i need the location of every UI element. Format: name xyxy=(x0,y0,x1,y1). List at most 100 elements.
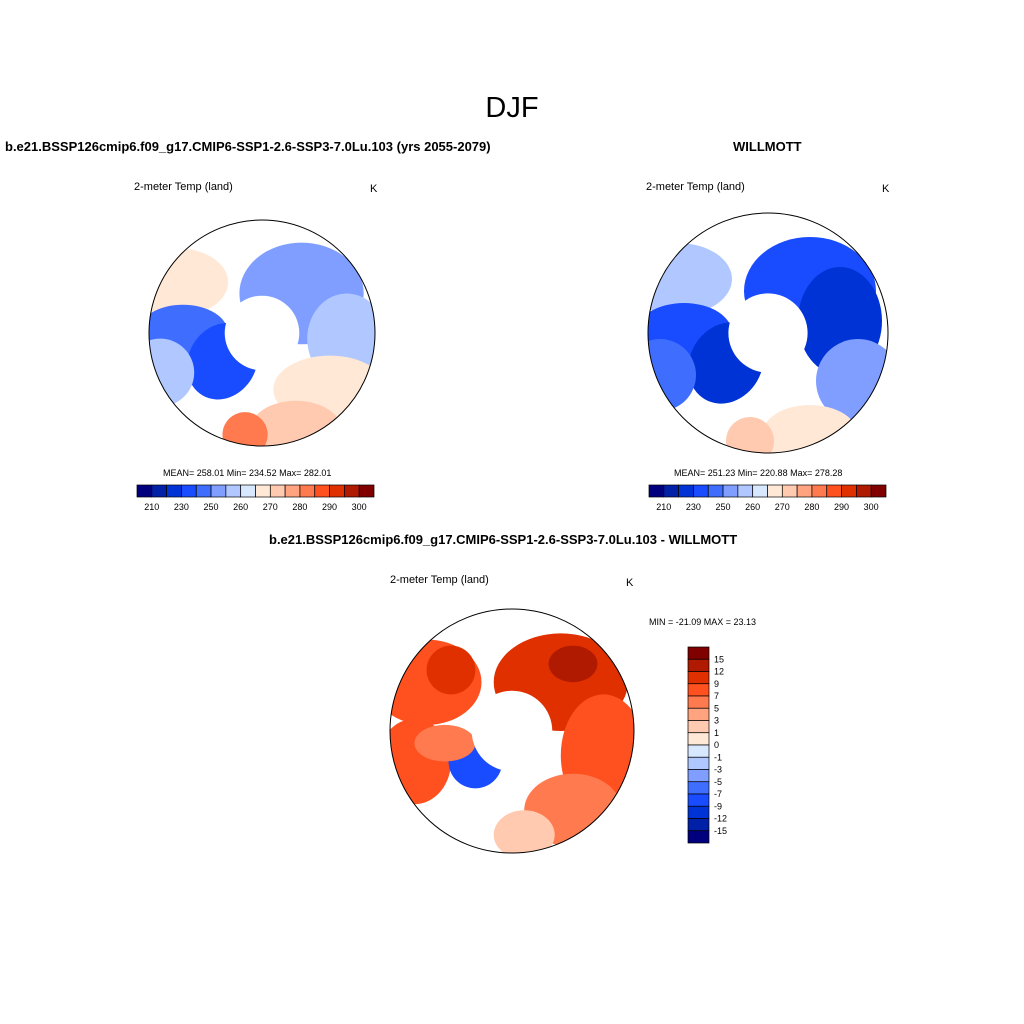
colorbar-box xyxy=(687,756,710,770)
colorbar-tick-label: -3 xyxy=(714,765,722,775)
colorbar-box xyxy=(225,484,242,498)
colorbar-box xyxy=(796,484,813,498)
land-region xyxy=(426,645,476,695)
colorbar-box xyxy=(687,720,710,734)
colorbar-box xyxy=(687,781,710,795)
colorbar-box xyxy=(811,484,828,498)
colorbar-tick-label: 210 xyxy=(656,502,671,512)
colorbar-box xyxy=(648,484,665,498)
panel3-colorbar: 15 12 9 7 5 3 1 0 -1 -3 -5 -7 -9 -12 -15 xyxy=(687,646,727,844)
panel2-map-boundary xyxy=(647,212,889,454)
colorbar-box xyxy=(314,484,330,498)
arctic-ocean xyxy=(728,293,808,373)
colorbar-tick-label: 300 xyxy=(864,502,879,512)
colorbar-tick-label: 0 xyxy=(714,740,719,750)
colorbar-box xyxy=(870,484,887,498)
panel1-stats: MEAN= 258.01 Min= 234.52 Max= 282.01 xyxy=(163,468,332,478)
colorbar-box xyxy=(707,484,724,498)
panel1-left-label: 2-meter Temp (land) xyxy=(134,181,233,193)
colorbar-tick-label: 7 xyxy=(714,691,719,701)
colorbar-tick-label: 5 xyxy=(714,703,719,713)
colorbar-box xyxy=(284,484,301,498)
panel2-colorbar: 210 230 250 260 270 280 290 300 xyxy=(648,484,887,512)
colorbar-box xyxy=(737,484,754,498)
colorbar-tick-label: 290 xyxy=(834,502,849,512)
colorbar-box xyxy=(687,683,710,697)
colorbar-box xyxy=(687,830,710,844)
colorbar-tick-label: 12 xyxy=(714,667,724,677)
panel1-title: b.e21.BSSP126cmip6.f09_g17.CMIP6-SSP1-2.… xyxy=(5,139,491,154)
land-region xyxy=(648,339,696,411)
colorbar-tick-label: -7 xyxy=(714,789,722,799)
colorbar-tick-label: 270 xyxy=(775,502,790,512)
colorbar-box xyxy=(693,484,709,498)
colorbar-tick-label: 270 xyxy=(263,502,278,512)
land-region xyxy=(726,417,774,453)
panel1-map xyxy=(148,219,376,447)
colorbar-tick-label: -1 xyxy=(714,752,722,762)
colorbar-box xyxy=(841,484,857,498)
colorbar-box xyxy=(767,484,783,498)
panel3-map-land xyxy=(390,633,634,853)
colorbar-box xyxy=(210,484,227,498)
land-region xyxy=(222,412,268,446)
colorbar-box xyxy=(826,484,842,498)
colorbar-box xyxy=(687,671,710,685)
land-region xyxy=(548,645,598,683)
colorbar-tick-label: 290 xyxy=(322,502,337,512)
colorbar-box xyxy=(181,484,197,498)
figure-title: DJF xyxy=(485,92,539,124)
colorbar-box xyxy=(240,484,256,498)
arctic-ocean xyxy=(471,690,553,772)
land-region xyxy=(414,724,476,762)
colorbar-box xyxy=(781,484,798,498)
panel2-title: WILLMOTT xyxy=(733,139,802,154)
colorbar-tick-label: 230 xyxy=(174,502,189,512)
colorbar-box xyxy=(358,484,375,498)
panel3-stats: MIN = -21.09 MAX = 23.13 xyxy=(649,617,757,627)
panel3-map-boundary xyxy=(389,608,635,854)
colorbar-tick-label: 260 xyxy=(233,502,248,512)
colorbar-tick-label: 9 xyxy=(714,679,719,689)
panel1-map-land xyxy=(149,242,375,446)
colorbar-box xyxy=(752,484,768,498)
colorbar-box xyxy=(687,646,710,660)
panel3-left-label: 2-meter Temp (land) xyxy=(390,574,489,586)
colorbar-tick-label: 15 xyxy=(714,654,724,664)
colorbar-tick-label: 250 xyxy=(716,502,731,512)
colorbar-box xyxy=(269,484,286,498)
panel3-title: b.e21.BSSP126cmip6.f09_g17.CMIP6-SSP1-2.… xyxy=(269,532,738,547)
colorbar-box xyxy=(687,805,710,819)
colorbar-tick-label: 250 xyxy=(204,502,219,512)
colorbar-box xyxy=(329,484,345,498)
colorbar-box xyxy=(687,707,710,721)
colorbar-tick-label: -15 xyxy=(714,826,727,836)
colorbar-box xyxy=(136,484,153,498)
colorbar-tick-label: 3 xyxy=(714,716,719,726)
panel2-map xyxy=(647,212,889,454)
colorbar-box xyxy=(722,484,739,498)
panel2-map-land xyxy=(648,237,888,453)
colorbar-box xyxy=(856,484,872,498)
panel2-units: K xyxy=(882,183,890,195)
colorbar-tick-label: 300 xyxy=(352,502,367,512)
panel2-stats: MEAN= 251.23 Min= 220.88 Max= 278.28 xyxy=(674,468,843,478)
colorbar-box xyxy=(663,484,679,498)
colorbar-box xyxy=(687,732,710,746)
panel1-units: K xyxy=(370,183,378,195)
colorbar-tick-label: 280 xyxy=(292,502,307,512)
colorbar-tick-label: 280 xyxy=(804,502,819,512)
colorbar-tick-label: -12 xyxy=(714,814,727,824)
colorbar-box xyxy=(151,484,167,498)
colorbar-box xyxy=(687,818,710,832)
land-region xyxy=(762,405,858,453)
colorbar-box xyxy=(687,793,710,807)
colorbar-tick-label: 1 xyxy=(714,728,719,738)
arctic-ocean xyxy=(224,295,300,371)
colorbar-tick-label: -5 xyxy=(714,777,722,787)
colorbar-box xyxy=(195,484,212,498)
panel2-left-label: 2-meter Temp (land) xyxy=(646,181,745,193)
colorbar-box xyxy=(687,695,710,709)
